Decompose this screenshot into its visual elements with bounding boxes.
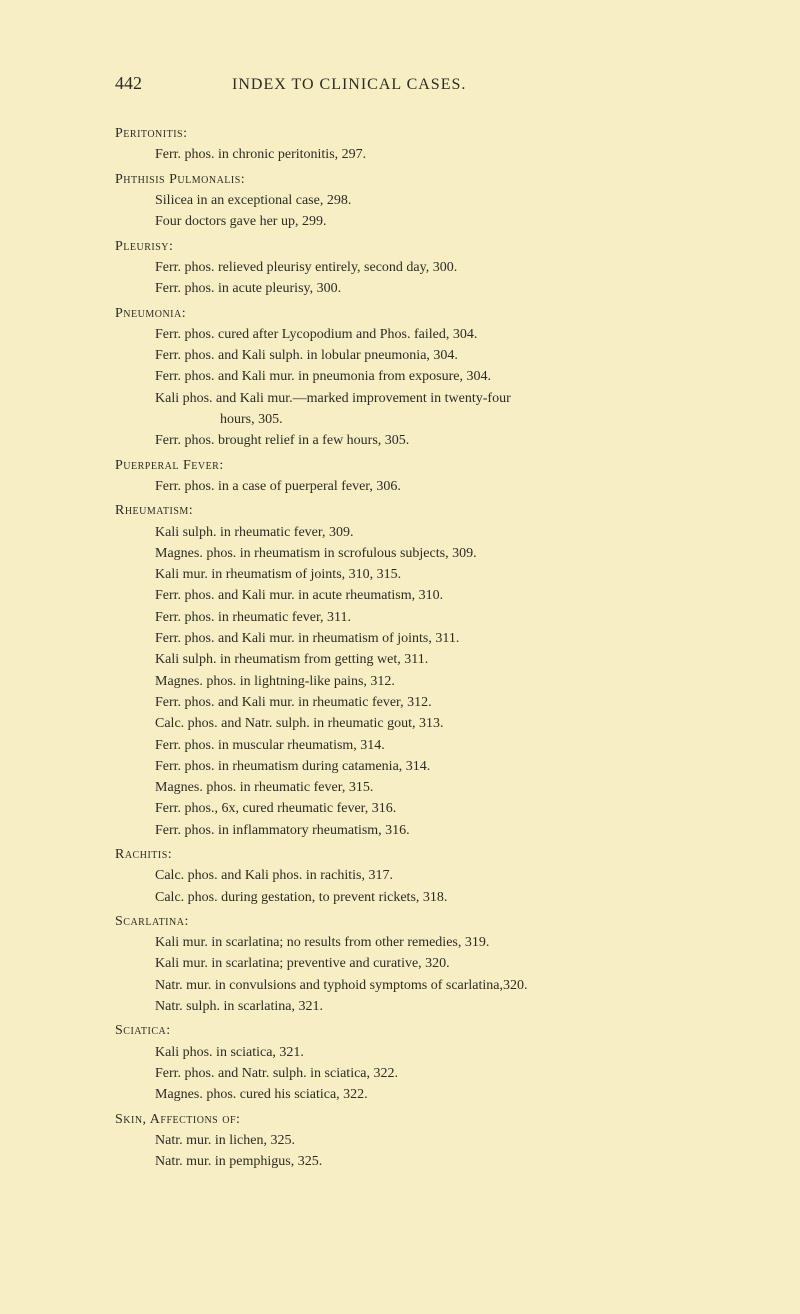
index-entry: Magnes. phos. in rheumatism in scrofulou…: [115, 544, 730, 564]
page-number: 442: [115, 70, 142, 96]
index-entry: Magnes. phos. cured his sciatica, 322.: [115, 1085, 730, 1105]
index-entry: Calc. phos. and Kali phos. in rachitis, …: [115, 866, 730, 886]
index-entry: Magnes. phos. in lightning-like pains, 3…: [115, 672, 730, 692]
index-entry: Natr. sulph. in scarlatina, 321.: [115, 997, 730, 1017]
index-entry: Natr. mur. in lichen, 325.: [115, 1131, 730, 1151]
section-title: Sciatica:: [115, 1021, 730, 1041]
index-entry: Ferr. phos. and Natr. sulph. in sciatica…: [115, 1064, 730, 1084]
section-title: Puerperal Fever:: [115, 456, 730, 476]
index-entry: Magnes. phos. in rheumatic fever, 315.: [115, 778, 730, 798]
index-entry: Kali phos. in sciatica, 321.: [115, 1043, 730, 1063]
index-entry: Kali mur. in scarlatina; no results from…: [115, 933, 730, 953]
index-entry: Kali sulph. in rheumatism from getting w…: [115, 650, 730, 670]
index-entry: Natr. mur. in pemphigus, 325.: [115, 1152, 730, 1172]
section-title: Pneumonia:: [115, 304, 730, 324]
index-entry: Four doctors gave her up, 299.: [115, 212, 730, 232]
index-entry: Kali mur. in rheumatism of joints, 310, …: [115, 565, 730, 585]
index-entry: Ferr. phos. in inflammatory rheumatism, …: [115, 821, 730, 841]
index-entry: Ferr. phos. in muscular rheumatism, 314.: [115, 736, 730, 756]
index-entry: Ferr. phos. brought relief in a few hour…: [115, 431, 730, 451]
index-entry: Ferr. phos. relieved pleurisy entirely, …: [115, 258, 730, 278]
index-entry: Ferr. phos. in a case of puerperal fever…: [115, 477, 730, 497]
page-header: 442 INDEX TO CLINICAL CASES.: [115, 70, 730, 96]
index-entry: Ferr. phos. in rheumatic fever, 311.: [115, 608, 730, 628]
index-entry-continuation: hours, 305.: [115, 410, 730, 430]
section-title: Pleurisy:: [115, 237, 730, 257]
index-body: Peritonitis:Ferr. phos. in chronic perit…: [115, 124, 730, 1172]
index-entry: Ferr. phos. and Kali mur. in rheumatism …: [115, 629, 730, 649]
index-entry: Ferr. phos. and Kali mur. in acute rheum…: [115, 586, 730, 606]
index-entry: Ferr. phos. and Kali mur. in pneumonia f…: [115, 367, 730, 387]
index-entry: Calc. phos. during gestation, to prevent…: [115, 888, 730, 908]
section-title: Scarlatina:: [115, 912, 730, 932]
page-heading: INDEX TO CLINICAL CASES.: [232, 73, 466, 96]
section-title: Peritonitis:: [115, 124, 730, 144]
section-title: Rheumatism:: [115, 501, 730, 521]
index-entry: Kali sulph. in rheumatic fever, 309.: [115, 523, 730, 543]
index-entry: Calc. phos. and Natr. sulph. in rheumati…: [115, 714, 730, 734]
section-title: Rachitis:: [115, 845, 730, 865]
index-entry: Silicea in an exceptional case, 298.: [115, 191, 730, 211]
section-title: Phthisis Pulmonalis:: [115, 170, 730, 190]
index-entry: Ferr. phos. and Kali mur. in rheumatic f…: [115, 693, 730, 713]
index-entry: Ferr. phos. in rheumatism during catamen…: [115, 757, 730, 777]
index-entry: Ferr. phos. and Kali sulph. in lobular p…: [115, 346, 730, 366]
index-entry: Ferr. phos. cured after Lycopodium and P…: [115, 325, 730, 345]
index-entry: Natr. mur. in convulsions and typhoid sy…: [115, 976, 730, 996]
index-entry: Kali phos. and Kali mur.—marked improvem…: [115, 389, 730, 409]
index-entry: Ferr. phos. in acute pleurisy, 300.: [115, 279, 730, 299]
index-entry: Ferr. phos., 6x, cured rheumatic fever, …: [115, 799, 730, 819]
index-entry: Kali mur. in scarlatina; preventive and …: [115, 954, 730, 974]
index-entry: Ferr. phos. in chronic peritonitis, 297.: [115, 145, 730, 165]
section-title: Skin, Affections of:: [115, 1110, 730, 1130]
